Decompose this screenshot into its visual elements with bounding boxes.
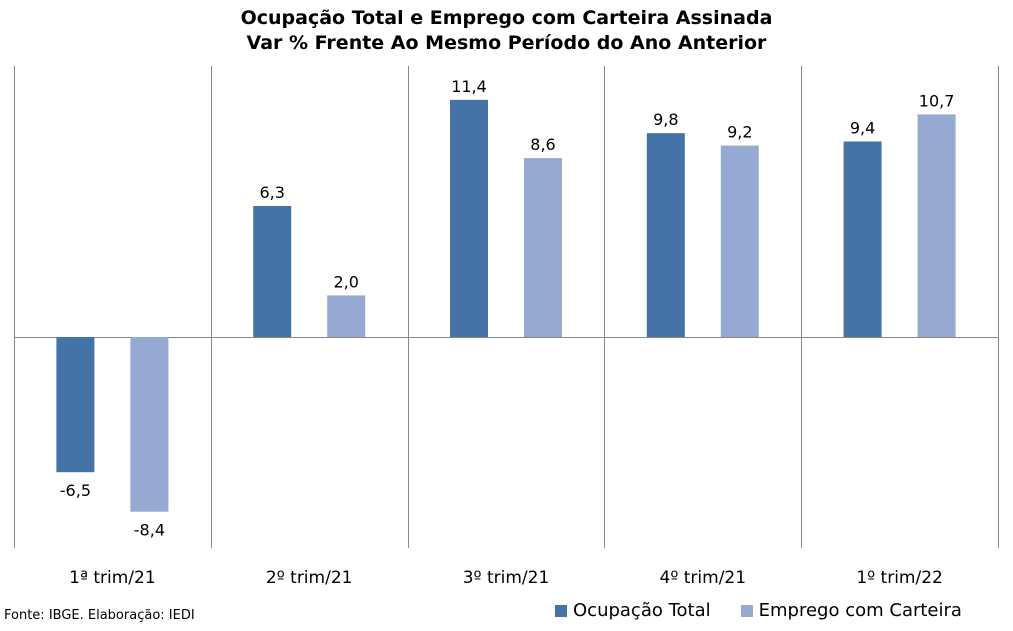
legend-swatch-series1	[555, 604, 567, 617]
data-label: -8,4	[134, 521, 165, 540]
data-label: 9,2	[727, 123, 752, 142]
data-label: -6,5	[60, 481, 91, 500]
legend-swatch-series2	[740, 604, 753, 617]
bar	[130, 337, 169, 512]
chart-title-line2: Var % Frente Ao Mesmo Período do Ano Ant…	[246, 32, 767, 54]
chart-title: Ocupação Total e Emprego com Carteira As…	[0, 6, 1013, 56]
legend-label-series1: Ocupação Total	[573, 600, 711, 621]
bar	[450, 99, 488, 337]
x-tick-label: 3º trim/21	[463, 568, 550, 588]
legend-item-series1: Ocupação Total	[555, 600, 711, 621]
legend-label-series2: Emprego com Carteira	[758, 600, 962, 621]
data-label: 11,4	[451, 77, 487, 96]
legend-item-series2: Emprego com Carteira	[740, 600, 962, 621]
bar	[843, 141, 882, 337]
bar	[327, 295, 366, 337]
data-label: 2,0	[333, 272, 358, 291]
data-label: 8,6	[530, 135, 555, 154]
legend: Ocupação Total Emprego com Carteira	[555, 600, 992, 621]
data-label: 9,8	[653, 110, 678, 129]
data-label: 10,7	[919, 91, 955, 110]
x-tick-label: 1º trim/22	[856, 568, 943, 588]
bar	[646, 133, 685, 337]
data-label: 9,4	[850, 118, 875, 137]
bar	[917, 114, 956, 337]
bar	[524, 158, 562, 337]
x-tick-label: 4º trim/21	[660, 568, 747, 588]
source-note: Fonte: IBGE. Elaboração: IEDI	[4, 608, 195, 623]
x-tick-label: 2º trim/21	[266, 568, 353, 588]
bar	[56, 337, 95, 473]
chart-title-line1: Ocupação Total e Emprego com Carteira As…	[240, 7, 773, 29]
bar	[253, 205, 292, 337]
x-tick-label: 1ª trim/21	[69, 568, 156, 588]
bar	[720, 145, 759, 337]
data-label: 6,3	[259, 183, 284, 202]
